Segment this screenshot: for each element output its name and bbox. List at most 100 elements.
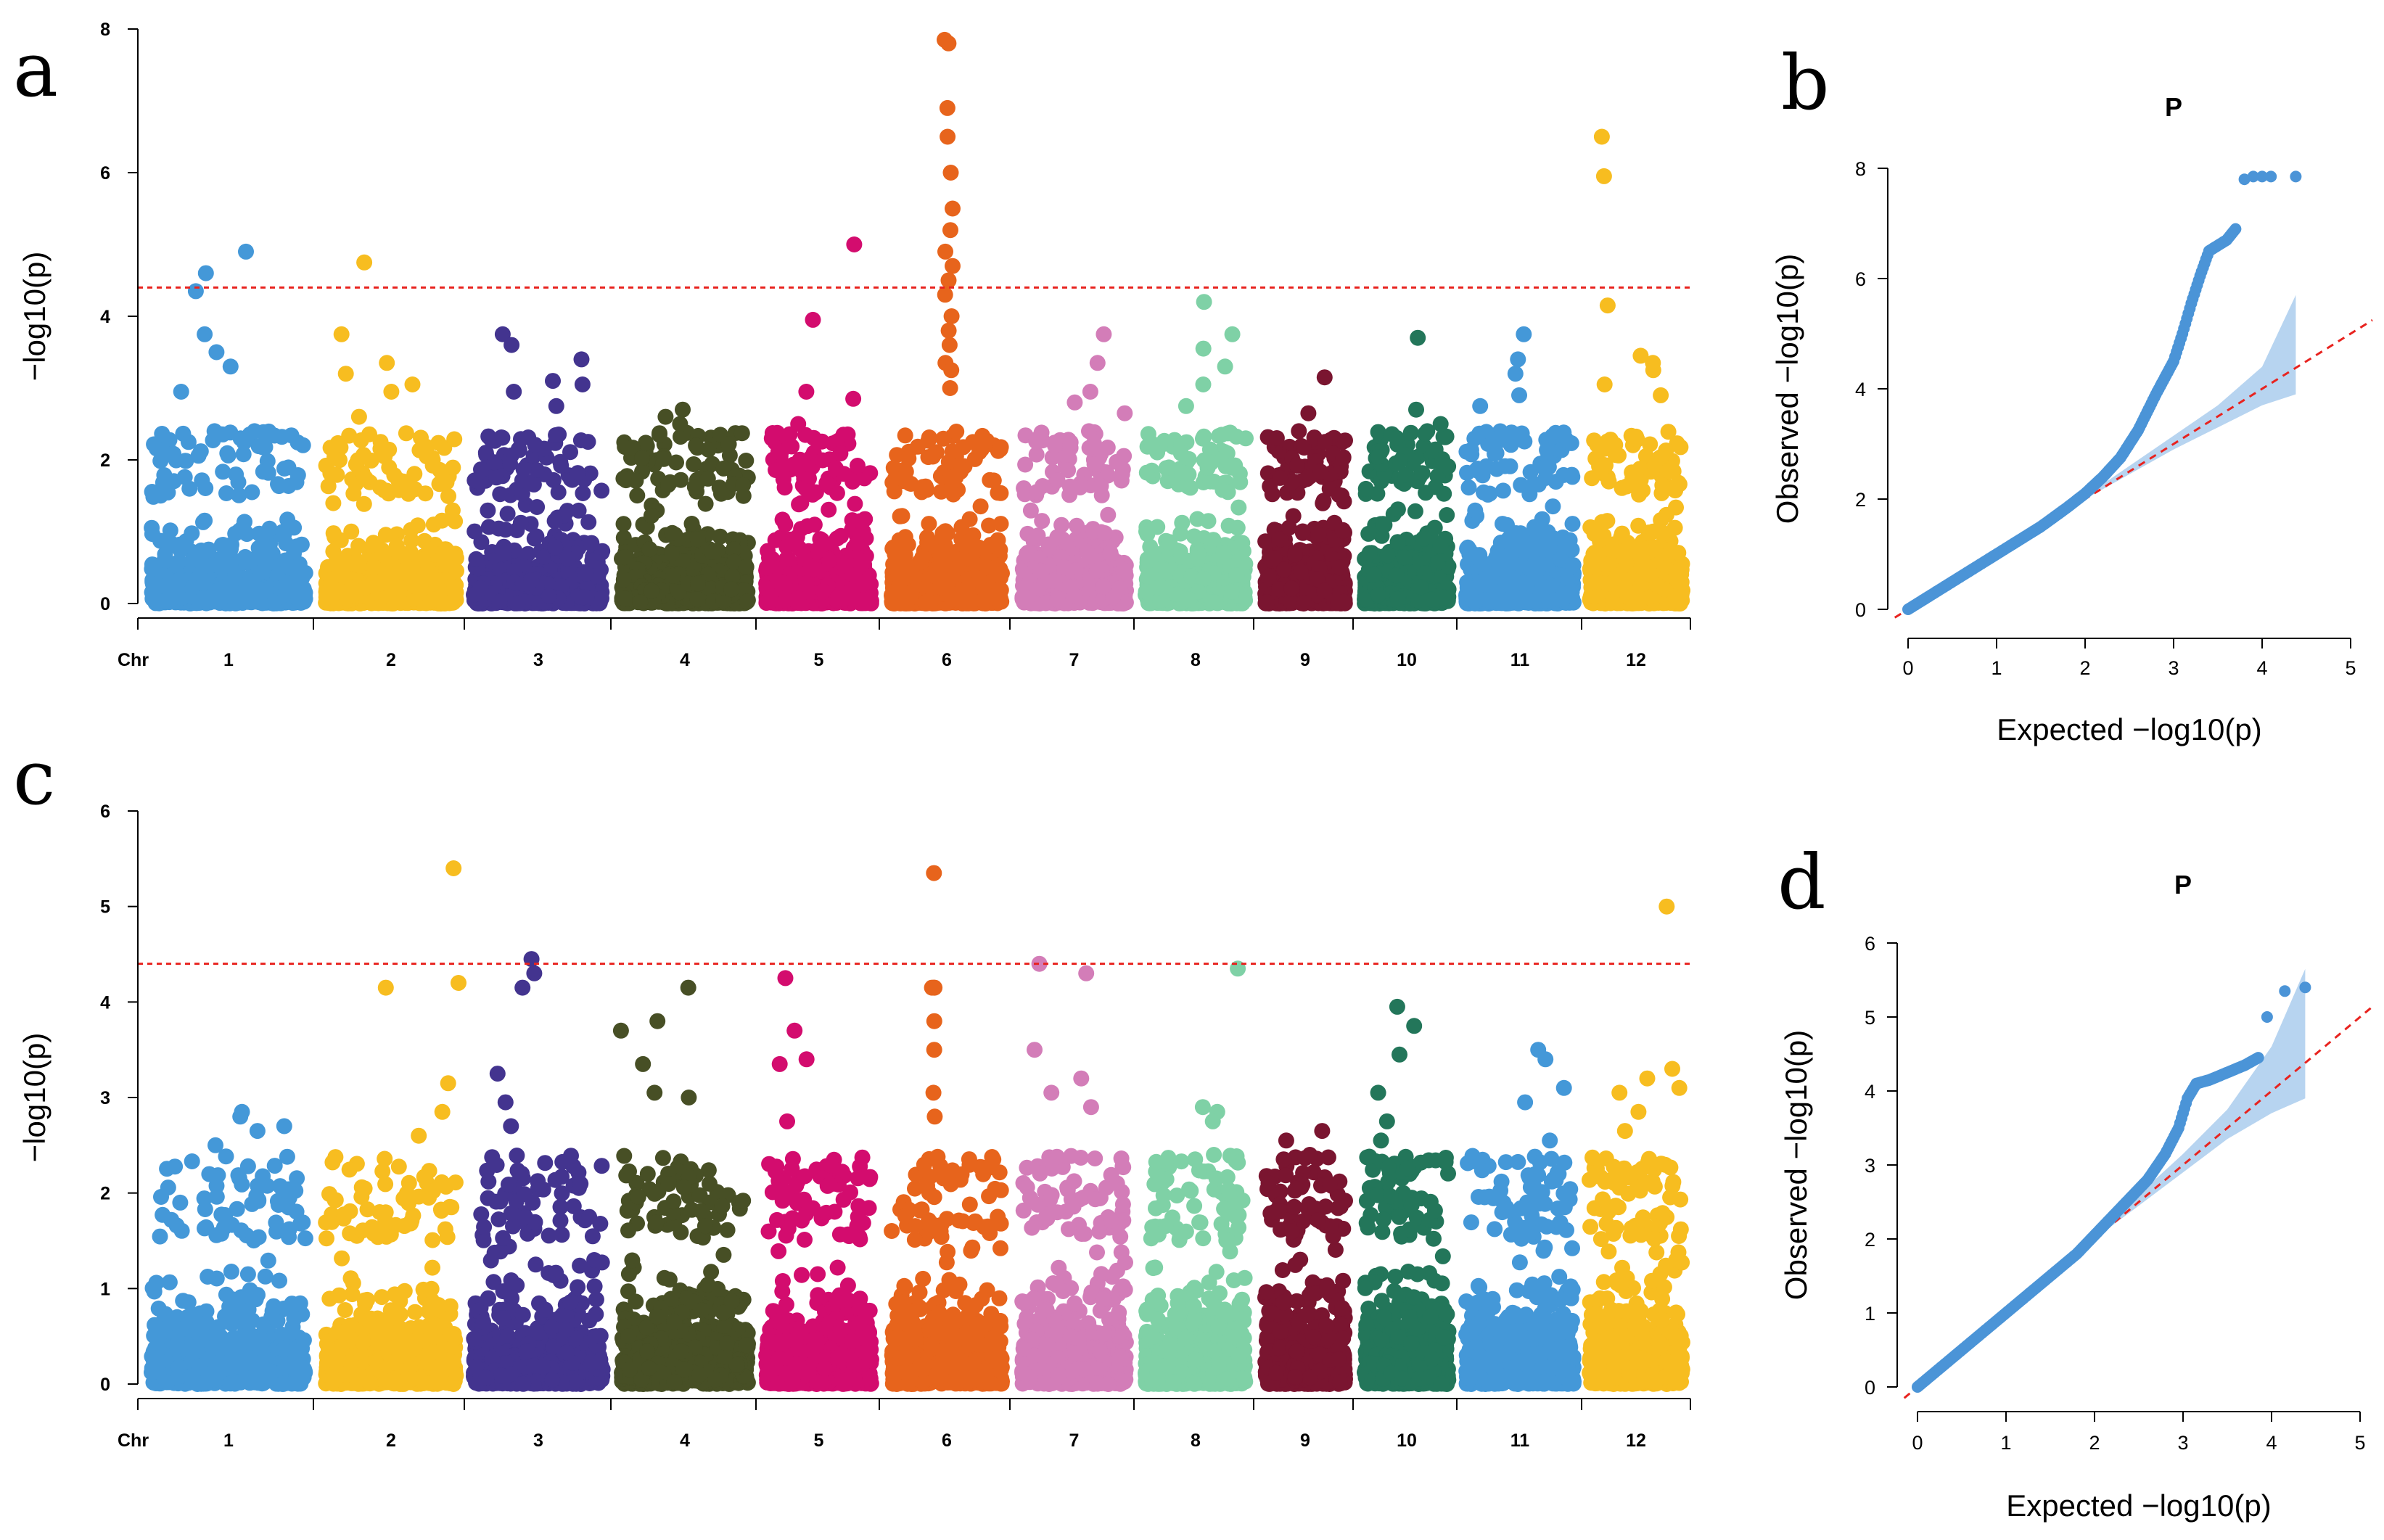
- snp-point: [982, 472, 998, 488]
- snp-point: [559, 551, 576, 567]
- snp-point: [266, 594, 283, 611]
- snp-point: [991, 581, 1008, 598]
- snp-point: [480, 519, 497, 535]
- snp-point: [402, 544, 419, 561]
- snp-point: [570, 465, 586, 482]
- snp-point: [246, 580, 263, 596]
- snp-point: [860, 591, 876, 608]
- peak-point: [187, 283, 204, 300]
- peak-point: [939, 99, 955, 116]
- snp-point: [170, 553, 187, 569]
- snp-point: [448, 584, 464, 601]
- peak-point: [790, 416, 807, 432]
- snp-point: [847, 495, 863, 512]
- snp-point: [953, 461, 970, 478]
- snp-point: [832, 445, 849, 462]
- peak-point: [232, 430, 249, 447]
- snp-point: [793, 521, 810, 538]
- snp-point: [945, 591, 961, 608]
- peak-point: [945, 200, 961, 217]
- chr-5-points: [758, 236, 879, 612]
- snp-point: [195, 514, 211, 530]
- snp-point: [739, 593, 755, 610]
- peak-point: [941, 337, 958, 353]
- snp-point: [200, 541, 217, 558]
- peak-point: [222, 358, 239, 375]
- peak-point: [943, 362, 960, 379]
- peak-point: [574, 376, 591, 392]
- snp-point: [227, 595, 244, 612]
- peak-point: [208, 344, 225, 361]
- snp-point: [583, 535, 600, 551]
- snp-point: [546, 513, 563, 530]
- snp-point: [218, 485, 234, 501]
- snp-point: [222, 557, 239, 574]
- snp-point: [836, 466, 852, 482]
- peak-point: [383, 384, 400, 400]
- snp-point: [833, 527, 850, 544]
- snp-point: [918, 482, 935, 498]
- snp-point: [580, 434, 596, 450]
- snp-point: [964, 434, 981, 450]
- peak-point: [197, 326, 213, 342]
- snp-point: [982, 537, 999, 553]
- peak-point: [503, 337, 520, 353]
- peak-point: [942, 165, 959, 181]
- snp-point: [239, 555, 255, 571]
- snp-point: [325, 495, 342, 511]
- snp-point: [144, 526, 160, 543]
- snp-point: [897, 427, 913, 444]
- snp-point: [325, 543, 342, 560]
- peak-point: [846, 236, 863, 252]
- peak-point: [506, 384, 522, 400]
- snp-point: [689, 531, 706, 548]
- snp-point: [992, 439, 1009, 456]
- snp-point: [921, 594, 938, 611]
- peak-point: [942, 222, 958, 239]
- snp-point: [294, 569, 311, 586]
- snp-point: [523, 572, 540, 589]
- peak-point: [937, 243, 953, 260]
- snp-point: [933, 579, 950, 596]
- snp-point: [738, 453, 755, 469]
- peak-point: [173, 384, 189, 400]
- snp-point: [266, 427, 283, 444]
- chr-3-points: [466, 326, 611, 612]
- snp-point: [446, 431, 463, 448]
- snp-point: [846, 567, 863, 584]
- snp-point: [641, 541, 658, 558]
- peak-point: [940, 35, 957, 52]
- snp-point: [791, 453, 807, 470]
- peak-point: [548, 398, 564, 414]
- snp-point: [704, 543, 720, 560]
- peak-point: [675, 401, 691, 418]
- snp-point: [683, 516, 700, 532]
- snp-point: [492, 486, 509, 503]
- snp-point: [615, 516, 632, 532]
- snp-point: [894, 508, 911, 524]
- chr-1-points: [144, 243, 313, 612]
- chr-7-points: [1014, 326, 1134, 612]
- snp-point: [325, 525, 342, 542]
- snp-point: [228, 466, 244, 483]
- snp-point: [818, 474, 835, 491]
- snp-point: [398, 476, 415, 493]
- snp-point: [802, 482, 819, 499]
- snp-point: [162, 522, 178, 539]
- peak-point: [798, 384, 815, 400]
- snp-point: [497, 522, 514, 538]
- snp-point: [343, 555, 360, 572]
- peak-point: [238, 243, 254, 260]
- snp-point: [887, 583, 903, 600]
- snp-point: [773, 465, 790, 482]
- peak-point: [379, 355, 395, 371]
- snp-point: [857, 511, 874, 527]
- snp-point: [332, 452, 348, 469]
- snp-point: [421, 541, 437, 558]
- snp-point: [850, 458, 866, 474]
- snp-point: [992, 485, 1009, 501]
- snp-point: [480, 502, 496, 519]
- snp-point: [979, 432, 995, 449]
- snp-point: [144, 484, 160, 500]
- snp-point: [790, 590, 807, 606]
